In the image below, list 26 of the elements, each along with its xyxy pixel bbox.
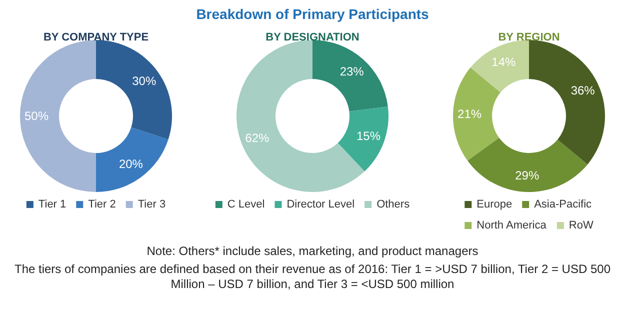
data-label: 23%	[340, 64, 364, 78]
legend-label: Tier 3	[138, 198, 166, 210]
text: The tiers of companies are defined based on their revenue as of 2016: Tier 1 = >USD 7 billion, Tier 2 = USD 500 Million – USD 7 billion, and Tier 3 = <USD 500 million	[13, 262, 612, 292]
data-label: 21%	[458, 107, 482, 122]
legend-label: Asia-Pacific	[534, 198, 592, 210]
data-label: 30%	[132, 74, 156, 88]
data-label: 29%	[515, 168, 540, 182]
data-label: 20%	[118, 157, 144, 172]
data-label: 15%	[356, 129, 381, 144]
legend-label: RoW	[568, 220, 594, 232]
legend-label: C Level	[227, 198, 265, 210]
legend-label: Tier 2	[88, 198, 116, 210]
data-label: 36%	[570, 84, 596, 98]
data-label: 14%	[492, 55, 516, 70]
legend-label: Others	[376, 198, 410, 210]
data-label: 50%	[24, 109, 49, 123]
legend-label: Tier 1	[38, 198, 66, 210]
chart-subtitle: BY REGION	[498, 32, 560, 44]
chart-subtitle: BY COMPANY TYPE	[43, 32, 149, 44]
chart-subtitle: BY DESIGNATION	[266, 32, 360, 44]
legend-label: Director Level	[286, 198, 355, 210]
legend-label: North America	[476, 220, 548, 232]
data-label: 62%	[245, 130, 270, 145]
text: Note: Others* include sales, marketing, and product managers	[146, 244, 480, 259]
chart-title: Breakdown of Primary Participants	[196, 6, 430, 22]
legend-label: Europe	[476, 198, 512, 210]
